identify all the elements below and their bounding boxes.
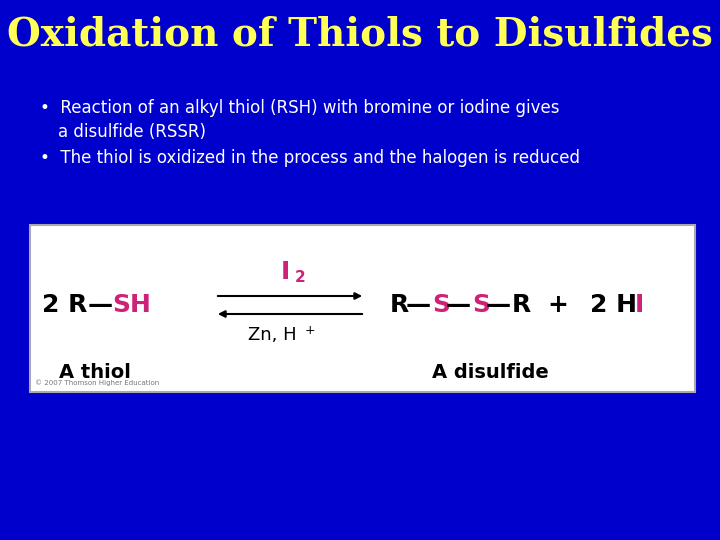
Bar (30, 225, 695, 392)
Text: A thiol: A thiol (59, 362, 131, 381)
Text: •  The thiol is oxidized in the process and the halogen is reduced: • The thiol is oxidized in the process a… (40, 149, 580, 167)
Text: —: — (87, 293, 112, 317)
Text: •  Reaction of an alkyl thiol (RSH) with bromine or iodine gives: • Reaction of an alkyl thiol (RSH) with … (40, 99, 559, 117)
Text: Oxidation of Thiols to Disulfides: Oxidation of Thiols to Disulfides (7, 16, 713, 54)
Text: A disulfide: A disulfide (431, 362, 549, 381)
Text: S: S (472, 293, 490, 317)
Text: a disulfide (RSSR): a disulfide (RSSR) (58, 123, 206, 141)
Text: 2: 2 (294, 271, 305, 286)
Text: R: R (512, 293, 531, 317)
Text: —: — (446, 293, 471, 317)
Text: R: R (390, 293, 409, 317)
Text: S: S (432, 293, 450, 317)
Text: I: I (280, 260, 289, 284)
Text: Zn, H: Zn, H (248, 326, 297, 344)
Text: —: — (485, 293, 510, 317)
Text: © 2007 Thomson Higher Education: © 2007 Thomson Higher Education (35, 379, 159, 386)
Text: I: I (635, 293, 644, 317)
Text: —: — (405, 293, 431, 317)
Text: +: + (305, 323, 315, 336)
Text: 2 R: 2 R (42, 293, 87, 317)
Text: 2 H: 2 H (590, 293, 637, 317)
Text: SH: SH (112, 293, 151, 317)
Text: +: + (548, 293, 568, 317)
